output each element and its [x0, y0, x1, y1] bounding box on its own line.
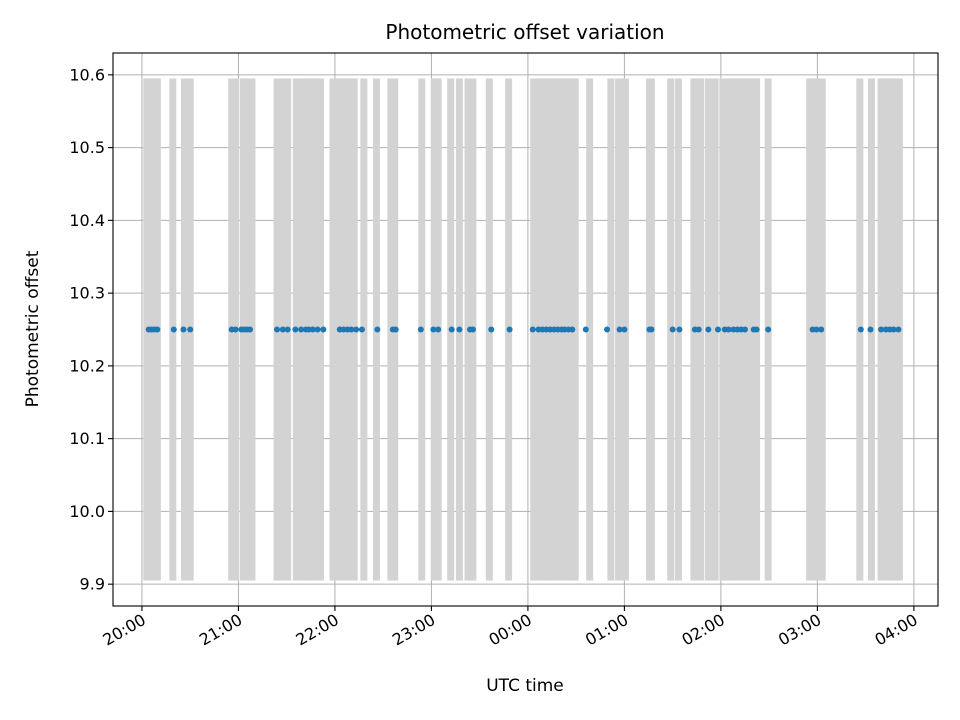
data-point: [170, 326, 177, 333]
data-point: [298, 326, 305, 333]
data-point: [890, 326, 897, 333]
data-point: [309, 326, 316, 333]
data-point: [320, 326, 327, 333]
data-point: [725, 326, 732, 333]
data-point: [180, 326, 187, 333]
observation-band: [586, 78, 594, 581]
data-point: [488, 326, 495, 333]
observation-band: [329, 78, 337, 581]
data-point: [292, 326, 299, 333]
data-point: [348, 326, 355, 333]
data-point: [621, 326, 628, 333]
data-point: [753, 326, 760, 333]
data-point: [469, 326, 476, 333]
data-point: [448, 326, 455, 333]
y-tick-label: 10.6: [69, 65, 105, 84]
data-point: [765, 326, 772, 333]
data-point: [616, 326, 623, 333]
data-point: [857, 326, 864, 333]
y-tick-label: 10.2: [69, 356, 105, 375]
data-point: [715, 326, 721, 333]
data-point: [705, 326, 712, 333]
data-point: [669, 326, 676, 333]
data-point: [232, 326, 239, 333]
data-point: [529, 326, 536, 333]
data-point: [813, 326, 820, 333]
data-point: [676, 326, 683, 333]
data-point: [353, 326, 360, 333]
data-point: [435, 326, 442, 333]
y-tick-label: 10.5: [69, 138, 105, 157]
data-point: [456, 326, 463, 333]
y-axis-title: Photometric offset: [23, 250, 43, 407]
y-tick-label: 10.3: [69, 284, 105, 303]
data-point: [274, 326, 281, 333]
data-point: [358, 326, 365, 333]
data-point: [417, 326, 424, 333]
y-axis-ticks: 9.9 10.0 10.1 10.2 10.3 10.4 10.5 10.6: [69, 65, 113, 594]
data-point: [187, 326, 194, 333]
y-tick-label: 10.0: [69, 502, 105, 521]
data-point: [392, 326, 399, 333]
data-point: [867, 326, 874, 333]
y-tick-label: 9.9: [80, 575, 105, 594]
data-point: [895, 326, 902, 333]
data-points: [145, 326, 902, 333]
chart-title: Photometric offset variation: [385, 20, 664, 44]
data-point: [604, 326, 611, 333]
data-point: [582, 326, 589, 333]
data-point: [818, 326, 825, 333]
data-point: [742, 326, 749, 333]
plot-frame: [112, 52, 939, 607]
y-tick-label: 10.4: [69, 211, 105, 230]
data-point: [279, 326, 286, 333]
data-point: [878, 326, 885, 333]
data-point: [314, 326, 321, 333]
data-point: [374, 326, 381, 333]
y-tick-label: 10.1: [69, 429, 105, 448]
observation-band: [607, 78, 615, 581]
data-point: [569, 326, 576, 333]
data-point: [648, 326, 655, 333]
x-axis-title: UTC time: [486, 676, 564, 696]
data-point: [695, 326, 702, 333]
data-point: [430, 326, 437, 333]
data-point: [506, 326, 513, 333]
data-point: [154, 326, 161, 333]
data-point: [247, 326, 254, 333]
data-point: [284, 326, 291, 333]
